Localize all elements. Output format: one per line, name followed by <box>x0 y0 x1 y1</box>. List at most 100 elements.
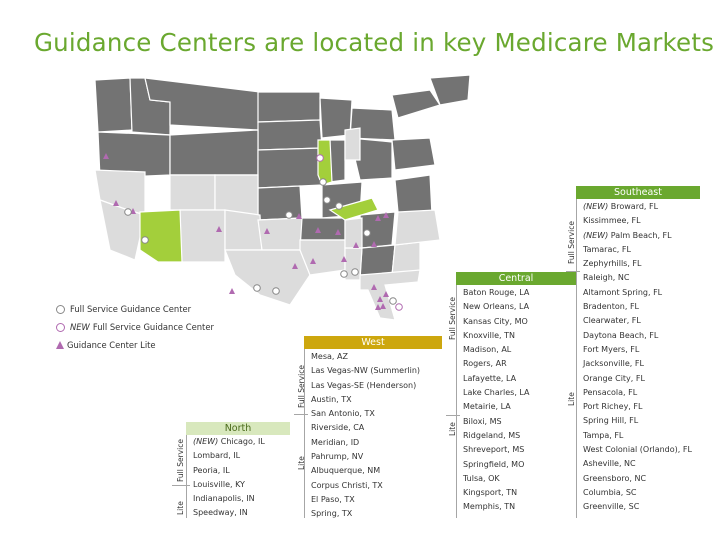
lite-marker <box>296 213 302 219</box>
lite-marker <box>113 200 119 206</box>
list-item: Columbia, SC <box>583 487 637 497</box>
list-item: Mesa, AZ <box>311 352 348 361</box>
list-item: Pensacola, FL <box>583 387 638 397</box>
map-state <box>391 137 436 171</box>
map-state <box>224 249 311 306</box>
list-item: Jacksonville, FL <box>583 359 644 369</box>
list-item: Daytona Beach, FL <box>583 330 659 340</box>
full-service-marker <box>340 270 348 278</box>
list-item: Peoria, IL <box>193 465 230 475</box>
list-item: Memphis, TN <box>463 502 516 512</box>
lite-marker <box>377 296 383 302</box>
list-item: Las Vegas-NW (Summerlin) <box>311 366 421 376</box>
central-full-service-label: Full Service <box>448 297 457 340</box>
lite-marker <box>375 304 381 310</box>
map-state <box>169 174 216 211</box>
north-full-service-label: Full Service <box>176 439 185 482</box>
map-state <box>359 269 421 321</box>
map-state <box>257 185 303 221</box>
north-full-service-list: (NEW) Chicago, IL Lombard, IL Peoria, IL… <box>193 435 265 521</box>
legend-new-full-service: NEW Full Service Guidance Center <box>56 322 214 332</box>
list-item: Ridgeland, MS <box>463 430 521 440</box>
map-state <box>139 209 183 263</box>
north-panel: North (NEW) Chicago, IL Lombard, IL Peor… <box>186 422 290 518</box>
list-item: New Orleans, LA <box>463 302 530 312</box>
map-state <box>394 174 433 216</box>
list-item: Raleigh, NC <box>583 273 630 283</box>
lite-marker <box>335 229 341 235</box>
legend-full-service: Full Service Guidance Center <box>56 304 191 314</box>
central-list: Baton Rouge, LA New Orleans, LA Kansas C… <box>463 286 530 515</box>
list-item: Springfield, MO <box>463 459 525 469</box>
list-item: Clearwater, FL <box>583 316 641 326</box>
southeast-full-service-label: Full Service <box>567 221 576 264</box>
list-item: Austin, TX <box>311 394 352 404</box>
map-state <box>328 197 379 221</box>
map-state <box>317 139 333 186</box>
full-service-legend-icon <box>56 304 65 314</box>
list-item: Baton Rouge, LA <box>463 288 530 297</box>
map-state <box>224 209 263 251</box>
list-item: Biloxi, MS <box>463 416 502 426</box>
map-state <box>359 244 396 276</box>
legend-lite: Guidance Center Lite <box>56 340 156 350</box>
list-item: El Paso, TX <box>311 494 355 504</box>
lite-marker <box>103 153 109 159</box>
map-state <box>394 209 441 246</box>
lite-marker <box>216 226 222 232</box>
west-header: West <box>304 336 442 349</box>
lite-marker <box>310 258 316 264</box>
full-service-marker <box>351 268 359 276</box>
map-state <box>179 209 226 263</box>
full-service-marker <box>253 284 261 292</box>
list-item: West Colonial (Orlando), FL <box>583 445 692 455</box>
central-lite-label: Lite <box>448 422 457 436</box>
full-service-marker <box>272 287 280 295</box>
lite-marker <box>371 284 377 290</box>
lite-marker <box>229 288 235 294</box>
lite-marker <box>375 215 381 221</box>
list-item: Port Richey, FL <box>583 402 643 412</box>
map-state <box>257 119 323 151</box>
map-state <box>169 129 259 176</box>
southeast-list: (NEW) Broward, FL Kissimmee, FL (NEW) Pa… <box>583 200 692 515</box>
west-list: Mesa, AZ Las Vegas-NW (Summerlin) Las Ve… <box>311 350 420 522</box>
list-item: Riverside, CA <box>311 423 365 433</box>
full-service-marker <box>323 196 331 204</box>
list-item: Tamarac, FL <box>583 244 631 254</box>
list-item: Louisville, KY <box>193 479 245 489</box>
list-item: Las Vegas-SE (Henderson) <box>311 380 417 390</box>
list-item: Greenville, SC <box>583 502 640 512</box>
map-state <box>344 217 363 249</box>
lite-marker <box>292 263 298 269</box>
list-item: Lombard, IL <box>193 451 241 461</box>
new-full-service-marker <box>316 154 324 162</box>
list-item: San Antonio, TX <box>311 409 375 419</box>
list-item: Tulsa, OK <box>463 473 500 483</box>
lite-legend-icon <box>56 341 64 349</box>
west-lite-label: Lite <box>297 456 306 470</box>
list-item: Meridian, ID <box>311 437 360 447</box>
list-item: Spring, TX <box>311 509 353 519</box>
north-lite-label: Lite <box>176 501 185 515</box>
list-item: (NEW) Chicago, IL <box>193 437 265 446</box>
west-full-service-label: Full Service <box>297 365 306 408</box>
map-state <box>344 127 361 161</box>
list-item: (NEW) Broward, FL <box>583 202 659 211</box>
full-service-marker <box>124 208 132 216</box>
central-panel: Central Baton Rouge, LA New Orleans, LA … <box>456 272 576 518</box>
list-item: Asheville, NC <box>583 459 636 469</box>
lite-marker <box>380 303 386 309</box>
list-item: Knoxville, TN <box>463 330 515 340</box>
lite-marker <box>383 212 389 218</box>
full-service-marker <box>319 178 327 186</box>
list-item: Orange City, FL <box>583 373 645 383</box>
list-item: Kissimmee, FL <box>583 216 641 226</box>
map-state <box>257 147 323 189</box>
southeast-panel: Southeast (NEW) Broward, FL Kissimmee, F… <box>576 186 700 518</box>
list-item: Speedway, IN <box>193 508 248 518</box>
map-state <box>214 174 259 216</box>
list-item: Lake Charles, LA <box>463 388 530 398</box>
list-item: Pahrump, NV <box>311 452 364 462</box>
